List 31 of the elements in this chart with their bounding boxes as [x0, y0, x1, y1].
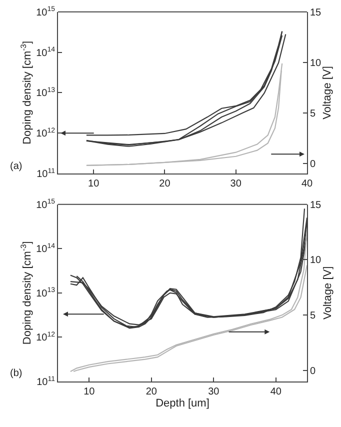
text: (b) — [10, 368, 22, 379]
x-tick-label: 10 — [84, 386, 96, 398]
y-tick-label: 10$^{14}$ — [36, 242, 56, 256]
y2-axis-title: Voltage [V] — [322, 266, 334, 320]
x-tick-label: 20 — [146, 386, 158, 398]
x-tick-label: 40 — [270, 386, 282, 398]
x-tick-label: 10 — [88, 178, 100, 190]
y2-tick-label: 5 — [310, 310, 316, 322]
y-tick-label: 10$^{13}$ — [36, 87, 56, 100]
y2-tick-label: 0 — [310, 366, 316, 377]
y2-tick-label: 10 — [310, 58, 322, 69]
y-tick-label: 10$^{11}$ — [36, 376, 56, 388]
y-tick-label: 10$^{12}$ — [36, 127, 56, 140]
y-tick-label: 10$^{15}$ — [36, 198, 56, 211]
y2-tick-label: 5 — [310, 108, 316, 120]
x-tick-label: 30 — [208, 386, 220, 398]
y-tick-label: 10$^{11}$ — [36, 168, 56, 180]
y2-tick-label: 15 — [310, 7, 322, 18]
y-tick-label: 10$^{15}$ — [36, 6, 56, 18]
y2-tick-label: 0 — [310, 158, 316, 170]
x-tick-label: 20 — [159, 178, 171, 190]
x-tick-label: 40 — [301, 178, 313, 190]
y2-tick-label: 15 — [310, 200, 322, 211]
y-tick-label: 10$^{14}$ — [36, 46, 56, 59]
x-axis-title: Depth [um] — [156, 398, 210, 410]
text: (a) — [10, 161, 22, 172]
x-tick-label: 30 — [230, 178, 242, 190]
y2-axis-title: Voltage [V] — [322, 66, 334, 120]
y-tick-label: 10$^{12}$ — [36, 331, 56, 344]
y-tick-label: 10$^{13}$ — [36, 287, 56, 300]
y2-tick-label: 10 — [310, 255, 322, 266]
